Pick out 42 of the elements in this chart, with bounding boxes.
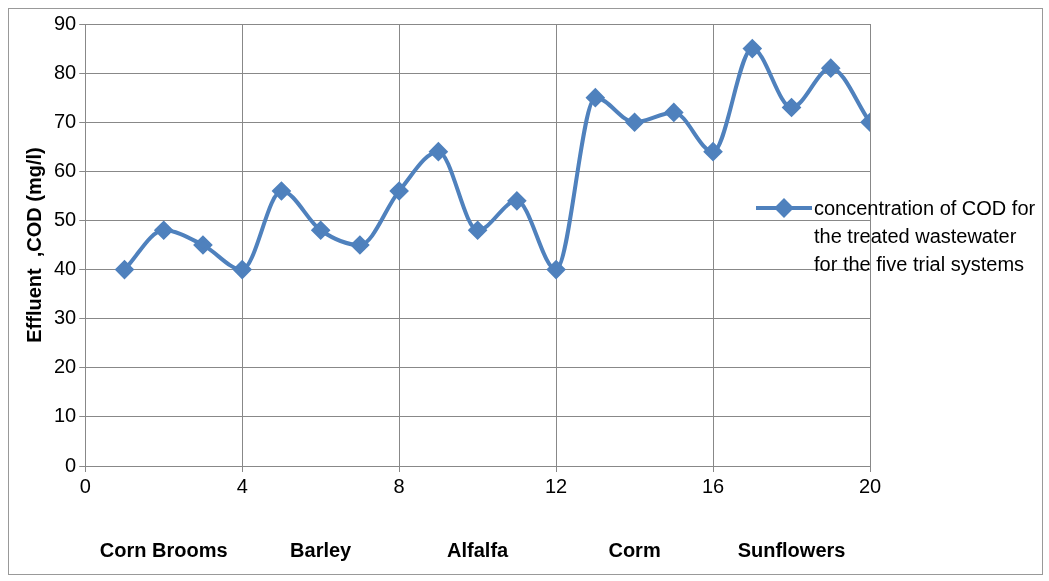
point [704,142,723,161]
point [743,39,762,58]
text: Alfalfa [447,538,510,561]
point [664,103,683,122]
y-tick-label: 30 [54,306,77,329]
point [468,221,487,240]
y-tick-label: 70 [54,109,77,132]
point [115,260,134,279]
x-tick-label: 8 [393,474,405,497]
point [821,59,840,78]
point [782,98,801,117]
y-tick-label: 10 [54,404,77,427]
point [429,142,448,161]
point [390,181,409,200]
point [311,221,330,240]
point [233,260,252,279]
point [154,221,173,240]
y-tick-label: 20 [54,355,77,378]
point [350,236,369,254]
x-tick-label: 0 [79,474,91,497]
y-tick-label: 90 [54,11,77,34]
x-tick-label: 4 [236,474,248,497]
point [272,181,291,200]
y-tick-label: 40 [54,257,77,280]
y-tick-label: 60 [54,158,77,181]
point [547,260,566,279]
point [507,191,526,210]
point [193,236,212,254]
point [586,88,605,107]
x-tick-label: 16 [701,474,725,497]
point [625,113,644,132]
y-axis-title: Effluent ,COD (mg/l) [22,147,45,343]
text: Corm [608,538,661,561]
legend-label: concentration of COD for the treated wastewater for the five trial systems [814,196,1037,277]
x-tick-label: 20 [858,474,882,497]
y-tick-label: 0 [65,453,77,476]
x-tick-label: 12 [544,474,568,497]
text: Barley [290,538,353,561]
text: Sunflowers [737,538,846,561]
y-tick-label: 50 [54,207,77,230]
text: Corn Brooms [99,538,228,561]
y-tick-label: 80 [54,60,77,83]
